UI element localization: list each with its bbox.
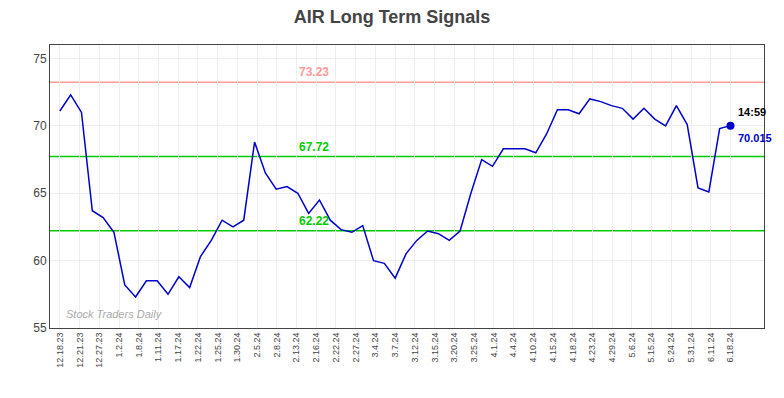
svg-text:6.18.24: 6.18.24 (725, 333, 735, 363)
svg-text:4.15.24: 4.15.24 (548, 333, 558, 363)
svg-text:70.015: 70.015 (738, 132, 772, 144)
svg-text:3.12.24: 3.12.24 (410, 333, 420, 363)
svg-text:12.21.23: 12.21.23 (75, 333, 85, 368)
svg-text:6.11.24: 6.11.24 (706, 333, 716, 362)
svg-text:1.8.24: 1.8.24 (134, 333, 144, 358)
svg-text:14:59: 14:59 (738, 106, 766, 118)
svg-text:73.23: 73.23 (299, 65, 329, 79)
svg-text:4.4.24: 4.4.24 (508, 333, 518, 358)
svg-text:75: 75 (33, 52, 47, 66)
svg-text:4.1.24: 4.1.24 (489, 333, 499, 358)
svg-text:55: 55 (33, 321, 47, 335)
svg-text:5.31.24: 5.31.24 (686, 333, 696, 363)
svg-text:62.22: 62.22 (299, 214, 329, 228)
svg-text:4.18.24: 4.18.24 (568, 333, 578, 363)
svg-text:5.24.24: 5.24.24 (666, 333, 676, 363)
svg-text:2.5.24: 2.5.24 (252, 333, 262, 358)
svg-text:67.72: 67.72 (299, 140, 329, 154)
svg-text:1.11.24: 1.11.24 (153, 333, 163, 362)
svg-text:Stock Traders Daily: Stock Traders Daily (66, 308, 163, 320)
svg-text:1.2.24: 1.2.24 (114, 333, 124, 358)
svg-text:65: 65 (33, 186, 47, 200)
svg-text:60: 60 (33, 254, 47, 268)
svg-text:5.6.24: 5.6.24 (627, 333, 637, 358)
svg-text:2.22.24: 2.22.24 (331, 333, 341, 363)
svg-text:1.30.24: 1.30.24 (232, 333, 242, 363)
svg-text:2.8.24: 2.8.24 (272, 333, 282, 358)
svg-text:2.27.24: 2.27.24 (351, 333, 361, 363)
svg-text:4.10.24: 4.10.24 (528, 333, 538, 363)
svg-text:3.25.24: 3.25.24 (469, 333, 479, 363)
svg-text:12.27.23: 12.27.23 (94, 333, 104, 368)
svg-text:1.22.24: 1.22.24 (193, 333, 203, 363)
svg-text:3.4.24: 3.4.24 (370, 333, 380, 358)
svg-text:3.15.24: 3.15.24 (430, 333, 440, 363)
svg-text:2.16.24: 2.16.24 (311, 333, 321, 363)
svg-text:3.7.24: 3.7.24 (390, 333, 400, 358)
svg-text:5.15.24: 5.15.24 (646, 333, 656, 363)
svg-text:4.23.24: 4.23.24 (587, 333, 597, 363)
svg-text:4.29.24: 4.29.24 (607, 333, 617, 363)
svg-text:12.18.23: 12.18.23 (55, 333, 65, 368)
svg-text:AIR Long Term Signals: AIR Long Term Signals (294, 7, 491, 27)
svg-text:1.25.24: 1.25.24 (213, 333, 223, 363)
svg-text:1.17.24: 1.17.24 (173, 333, 183, 363)
svg-text:2.13.24: 2.13.24 (291, 333, 301, 363)
svg-text:70: 70 (33, 119, 47, 133)
svg-text:3.20.24: 3.20.24 (449, 333, 459, 363)
